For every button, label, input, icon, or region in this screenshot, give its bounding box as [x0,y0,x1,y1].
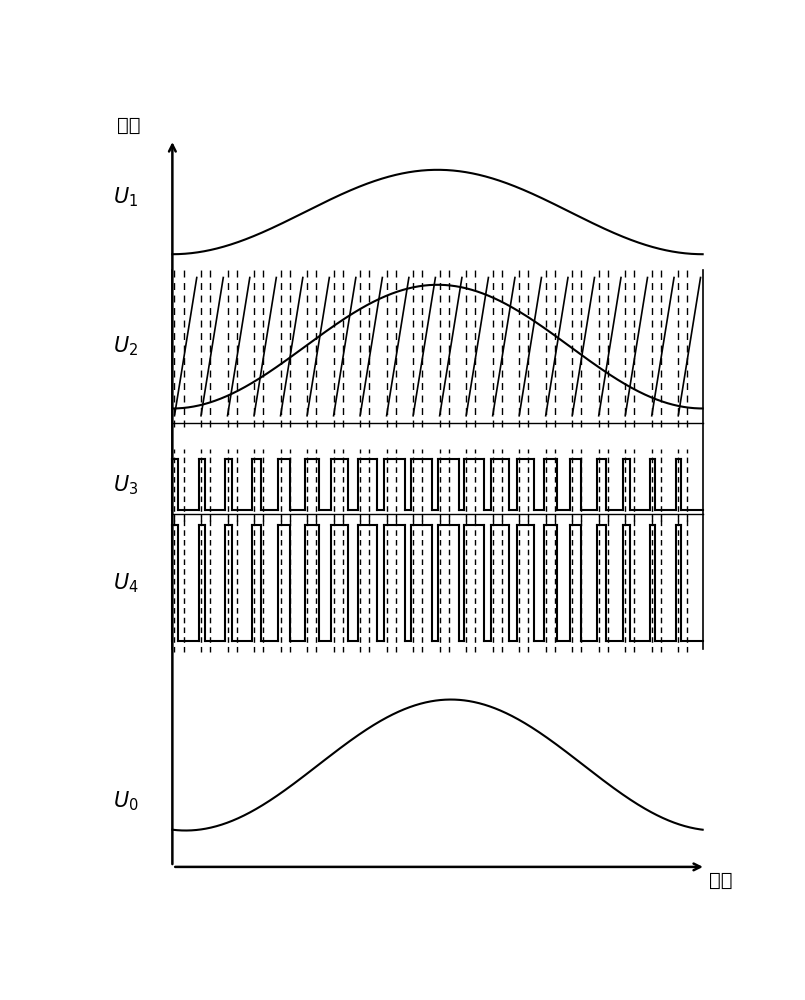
Text: 时间: 时间 [709,871,733,890]
Text: $U_2$: $U_2$ [113,335,138,358]
Text: $U_0$: $U_0$ [113,790,138,813]
Text: $U_3$: $U_3$ [113,473,138,497]
Text: 幅度: 幅度 [117,116,140,135]
Text: $U_4$: $U_4$ [113,571,138,595]
Text: $U_1$: $U_1$ [113,186,138,209]
